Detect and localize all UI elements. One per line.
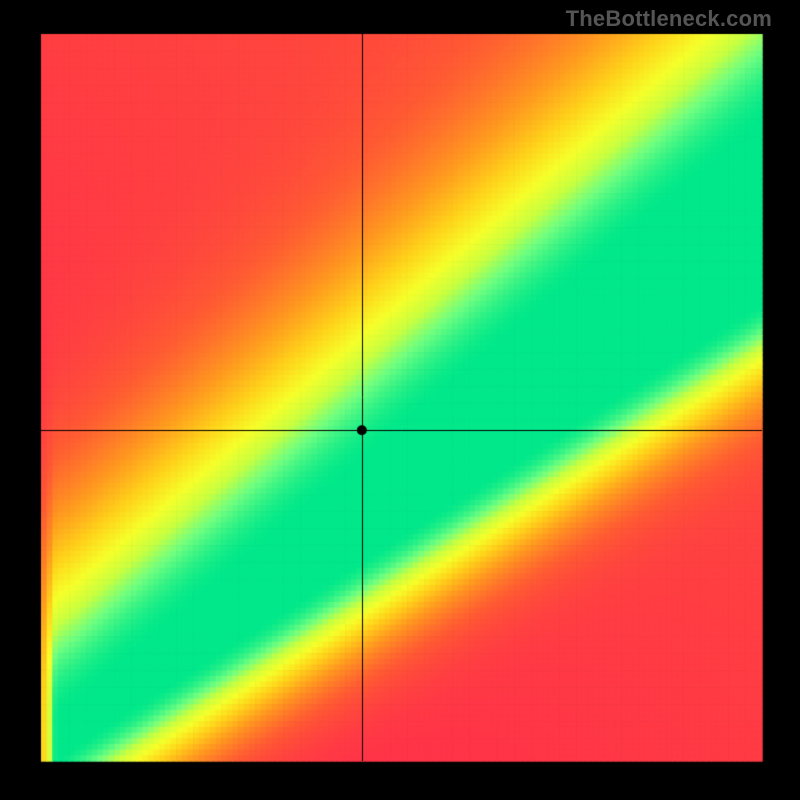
watermark-text: TheBottleneck.com <box>566 6 772 32</box>
bottleneck-heatmap <box>0 0 800 800</box>
chart-container: TheBottleneck.com <box>0 0 800 800</box>
